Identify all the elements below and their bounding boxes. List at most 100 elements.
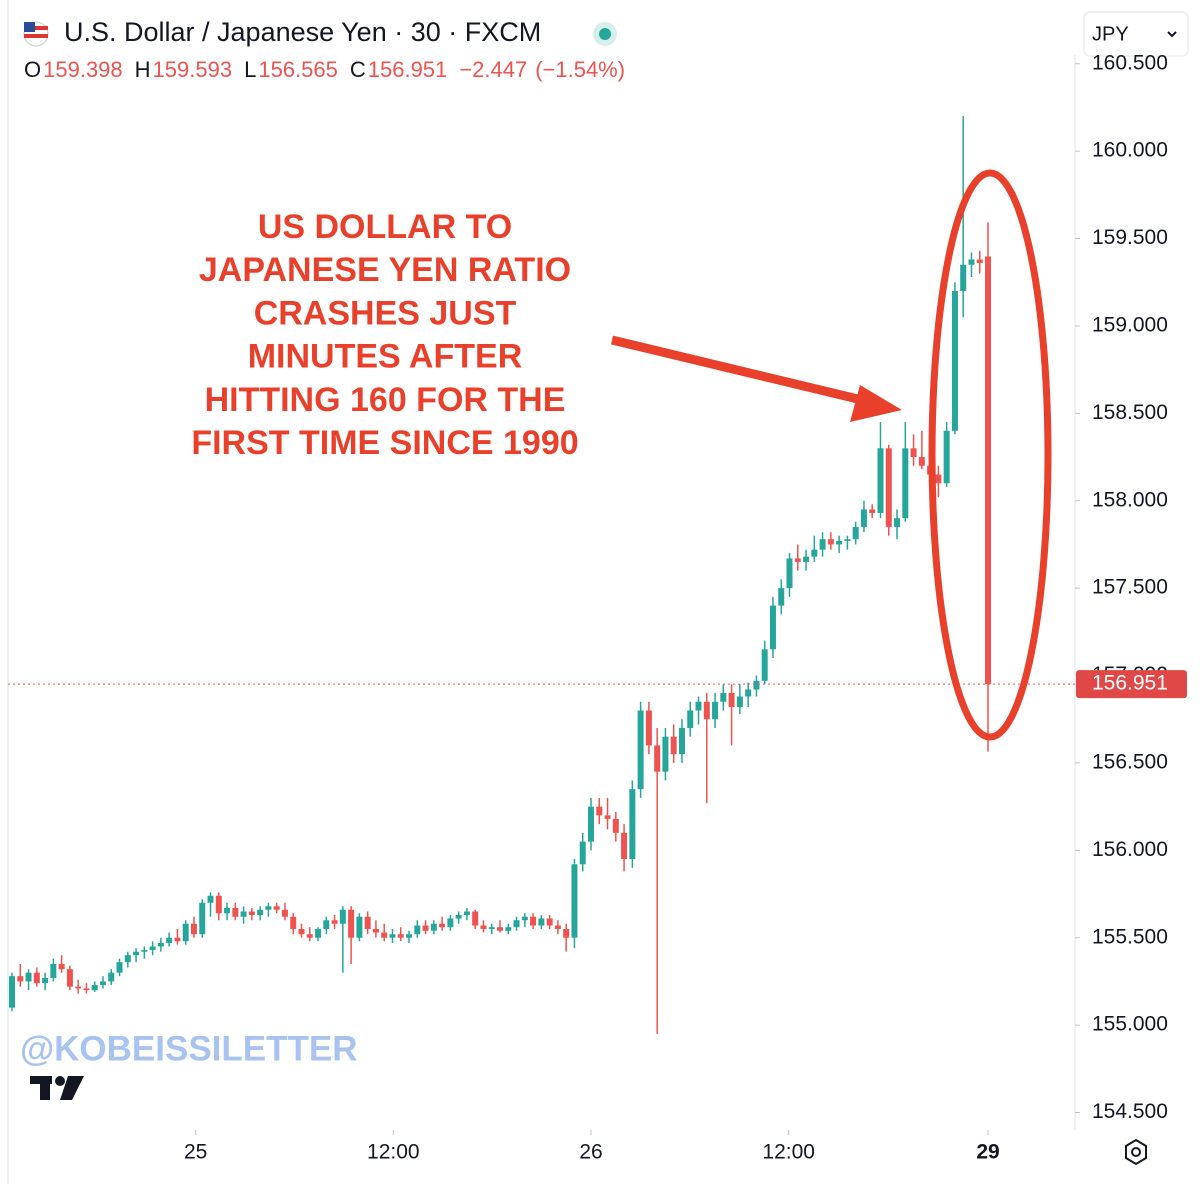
candle-body: [108, 972, 115, 982]
candle-body: [182, 923, 189, 942]
candle-body: [505, 927, 512, 931]
y-tick-label: 158.000: [1092, 488, 1168, 511]
candle-body: [257, 909, 264, 915]
candle-body: [935, 474, 942, 484]
candle-body: [836, 540, 843, 545]
candle-body: [323, 920, 330, 929]
candle-body: [215, 895, 222, 914]
x-tick-label: 25: [184, 1141, 207, 1164]
candle-body: [315, 928, 322, 938]
flag-icon: [23, 21, 49, 47]
candle-body: [960, 264, 967, 291]
candle-body: [463, 911, 470, 915]
candle-body: [439, 923, 446, 928]
y-tick-label: 159.500: [1092, 226, 1168, 249]
candle-body: [662, 736, 669, 772]
annotation-ellipse: [928, 169, 1052, 741]
legend-key: C: [350, 57, 366, 82]
candle-body: [133, 951, 140, 956]
y-tick-label: 157.500: [1092, 576, 1168, 599]
candle-body: [141, 949, 148, 952]
candle-body: [629, 789, 636, 860]
candle-body: [91, 984, 98, 991]
candle-body: [75, 986, 82, 989]
candle-body: [306, 934, 313, 938]
candle-body: [290, 916, 297, 929]
candle-body: [364, 916, 371, 929]
candle-body: [703, 701, 710, 720]
candle-body: [356, 916, 363, 938]
candle-body: [240, 911, 247, 917]
candle-body: [414, 925, 421, 935]
candle-body: [339, 909, 346, 924]
x-tick-label: 26: [579, 1141, 602, 1164]
candle-body: [778, 588, 785, 606]
candle-body: [455, 915, 462, 919]
candle-body: [612, 818, 619, 833]
candle-body: [397, 934, 404, 938]
candle-body: [157, 942, 164, 947]
candle-body: [348, 909, 355, 938]
x-tick-label: 12:00: [762, 1141, 815, 1164]
candle-body: [530, 916, 537, 926]
candle-body: [472, 911, 479, 926]
candle-body: [422, 925, 429, 931]
y-tick-label: 159.000: [1092, 313, 1168, 336]
candle-body: [604, 815, 611, 819]
candle-body: [50, 963, 57, 978]
candle-body: [745, 689, 752, 697]
candle-body: [902, 448, 909, 519]
currency-dropdown[interactable]: [1083, 11, 1189, 57]
legend-key: L: [244, 57, 256, 82]
candle-body: [488, 927, 495, 929]
candle-body: [852, 526, 859, 540]
candle-body: [42, 977, 49, 984]
dropdown-caret: [1167, 31, 1177, 38]
candle-body: [786, 558, 793, 589]
candle-body: [885, 448, 892, 527]
candle-body: [538, 918, 545, 926]
legend-value: 156.565: [258, 57, 338, 82]
candle-body: [687, 710, 694, 728]
candle-body: [190, 923, 197, 935]
candle-body: [712, 701, 719, 720]
candle-body: [654, 745, 661, 772]
candle-body: [389, 934, 396, 938]
legend-key: H: [135, 57, 151, 82]
candle-body: [794, 558, 801, 562]
legend-value: 159.398: [43, 57, 123, 82]
last-price-tag: [1076, 670, 1187, 699]
candle-body: [720, 693, 727, 702]
y-tick-label: 156.000: [1092, 838, 1168, 861]
candle-body: [199, 902, 206, 935]
candle-body: [66, 969, 73, 987]
candle-body: [736, 696, 743, 707]
candle-body: [761, 649, 768, 681]
candle-body: [248, 911, 255, 915]
candle-body: [33, 972, 40, 984]
candle-body: [406, 934, 413, 938]
settings-icon[interactable]: [1125, 1138, 1147, 1166]
y-tick-label: 160.500: [1092, 51, 1168, 74]
candle-body: [637, 710, 644, 790]
candle-body: [943, 430, 950, 484]
candle-body: [587, 806, 594, 842]
candle-body: [9, 976, 15, 1008]
y-tick-label: 160.000: [1092, 139, 1168, 162]
candle-body: [819, 539, 826, 550]
annotation-line: CRASHES JUST: [254, 294, 517, 332]
candle-body: [877, 448, 884, 513]
status-dot: [599, 28, 611, 40]
ohlc-legend: O 159.398 H 159.593 L 156.565 C 156.951 −2.447 (−…: [24, 57, 625, 82]
candle-body: [869, 509, 876, 513]
annotation-line: FIRST TIME SINCE 1990: [191, 424, 578, 462]
candle-body: [546, 918, 553, 926]
candle-body: [910, 448, 917, 458]
y-tick-label: 154.500: [1092, 1100, 1168, 1123]
candle-body: [372, 928, 379, 933]
candle-body: [670, 736, 677, 755]
candle-body: [695, 701, 702, 711]
candle-body: [579, 841, 586, 865]
